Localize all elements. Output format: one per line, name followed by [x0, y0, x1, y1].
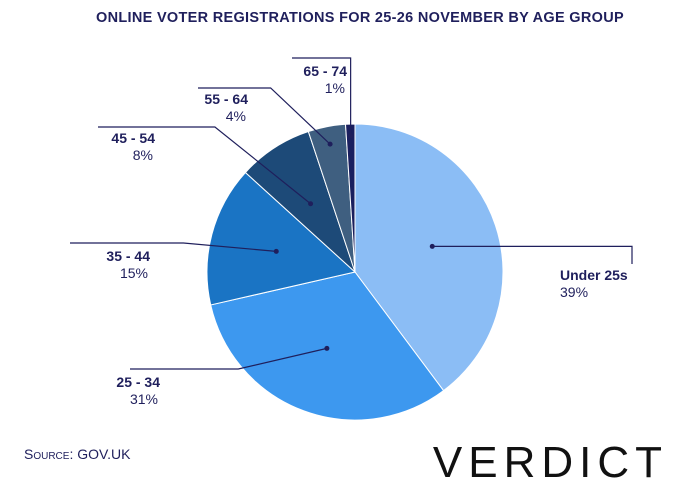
leader-line-25-34 — [130, 347, 328, 370]
brand-logo: VERDICT — [432, 438, 668, 487]
category-label-35-44: 35 - 44 — [106, 248, 150, 264]
pie-slices — [206, 123, 504, 421]
category-label-65-74: 65 - 74 — [303, 63, 347, 79]
category-label-45-54: 45 - 54 — [111, 130, 155, 146]
value-label-55-64: 4% — [226, 108, 246, 124]
value-label-25-34: 31% — [130, 391, 158, 407]
leader-lines — [70, 57, 633, 370]
leader-line-65-74 — [292, 57, 352, 136]
leader-line-under-25s — [432, 245, 633, 264]
value-label-65-74: 1% — [325, 80, 345, 96]
leader-line-55-64 — [198, 87, 331, 145]
leader-line-45-54 — [98, 126, 311, 205]
value-label-35-44: 15% — [120, 265, 148, 281]
category-label-25-34: 25 - 34 — [116, 374, 160, 390]
pie-slice-under-25s — [354, 123, 504, 392]
pie-slice-35-44 — [206, 171, 357, 306]
value-label-45-54: 8% — [133, 147, 153, 163]
category-label-55-64: 55 - 64 — [204, 91, 248, 107]
leader-line-35-44 — [70, 242, 277, 252]
chart-title: ONLINE VOTER REGISTRATIONS FOR 25-26 NOV… — [96, 10, 624, 26]
source-note: Source: GOV.UK — [24, 446, 131, 462]
category-label-under-25s: Under 25s — [560, 267, 628, 283]
value-label-under-25s: 39% — [560, 284, 588, 300]
